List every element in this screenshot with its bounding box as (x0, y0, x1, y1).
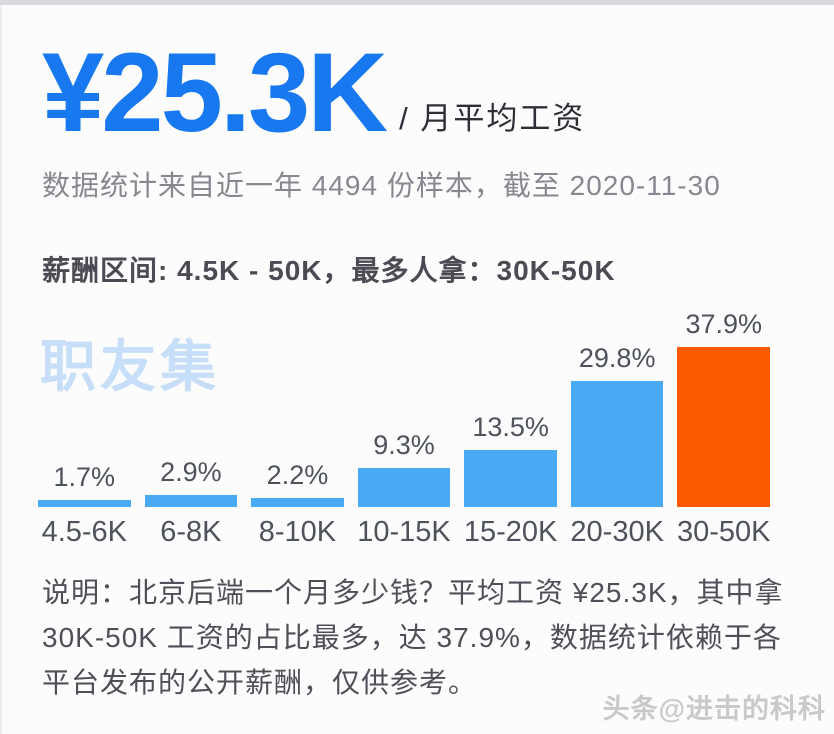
bar-value-label: 29.8% (578, 343, 656, 373)
bar-category-label: 30-50K (677, 516, 771, 548)
bar-column: 9.3% 10-15K (357, 430, 451, 550)
average-salary-unit: / 月平均工资 (399, 100, 586, 136)
bar-value-label: 13.5% (472, 412, 549, 442)
bar (464, 450, 557, 507)
bar-highlighted (677, 347, 771, 507)
bar-value-label: 2.2% (266, 460, 329, 490)
bar-column: 2.9% 6-8K (144, 457, 238, 550)
header: ¥25.3K / 月平均工资 (42, 30, 586, 155)
page-top-edge (0, 0, 834, 5)
bar-category-label: 15-20K (463, 516, 558, 548)
bar-category-label: 8-10K (258, 516, 337, 548)
bar-value-label: 1.7% (53, 462, 116, 492)
bar-category-label: 4.5-6K (41, 516, 128, 548)
page-left-edge (0, 5, 2, 734)
bar (251, 498, 344, 507)
sample-info: 数据统计来自近一年 4494 份样本，截至 2020-11-30 (42, 170, 721, 201)
bar-column: 13.5% 15-20K (463, 412, 558, 550)
bar (38, 500, 131, 507)
bar (357, 468, 451, 507)
bar-value-label: 9.3% (373, 430, 435, 460)
bar-category-label: 10-15K (357, 516, 451, 548)
salary-distribution-chart: 1.7% 4.5-6K 2.9% 6-8K 2.2% 8-10K 9.3% 10-15K 13.… (38, 309, 771, 550)
credit-watermark: 头条@进击的科科 (602, 694, 826, 724)
bar (144, 495, 238, 507)
site-watermark: 职友集 (40, 335, 220, 398)
description-note: 说明：北京后端一个月多少钱？平均工资 ¥25.3K，其中拿 30K-50K 工资… (42, 577, 784, 698)
bar-value-label: 2.9% (160, 457, 222, 487)
average-salary-value: ¥25.3K (42, 30, 388, 155)
salary-range-summary: 薪酬区间: 4.5K - 50K，最多人拿：30K-50K (42, 255, 616, 286)
bar-column: 29.8% 20-30K (570, 343, 664, 550)
bar (570, 381, 664, 507)
bar-column: 1.7% 4.5-6K (38, 462, 131, 550)
bar-category-label: 20-30K (570, 516, 664, 548)
bar-category-label: 6-8K (160, 516, 222, 548)
bar-column: 2.2% 8-10K (251, 460, 344, 550)
bar-column: 37.9% 30-50K (677, 309, 771, 550)
bar-value-label: 37.9% (685, 309, 763, 339)
